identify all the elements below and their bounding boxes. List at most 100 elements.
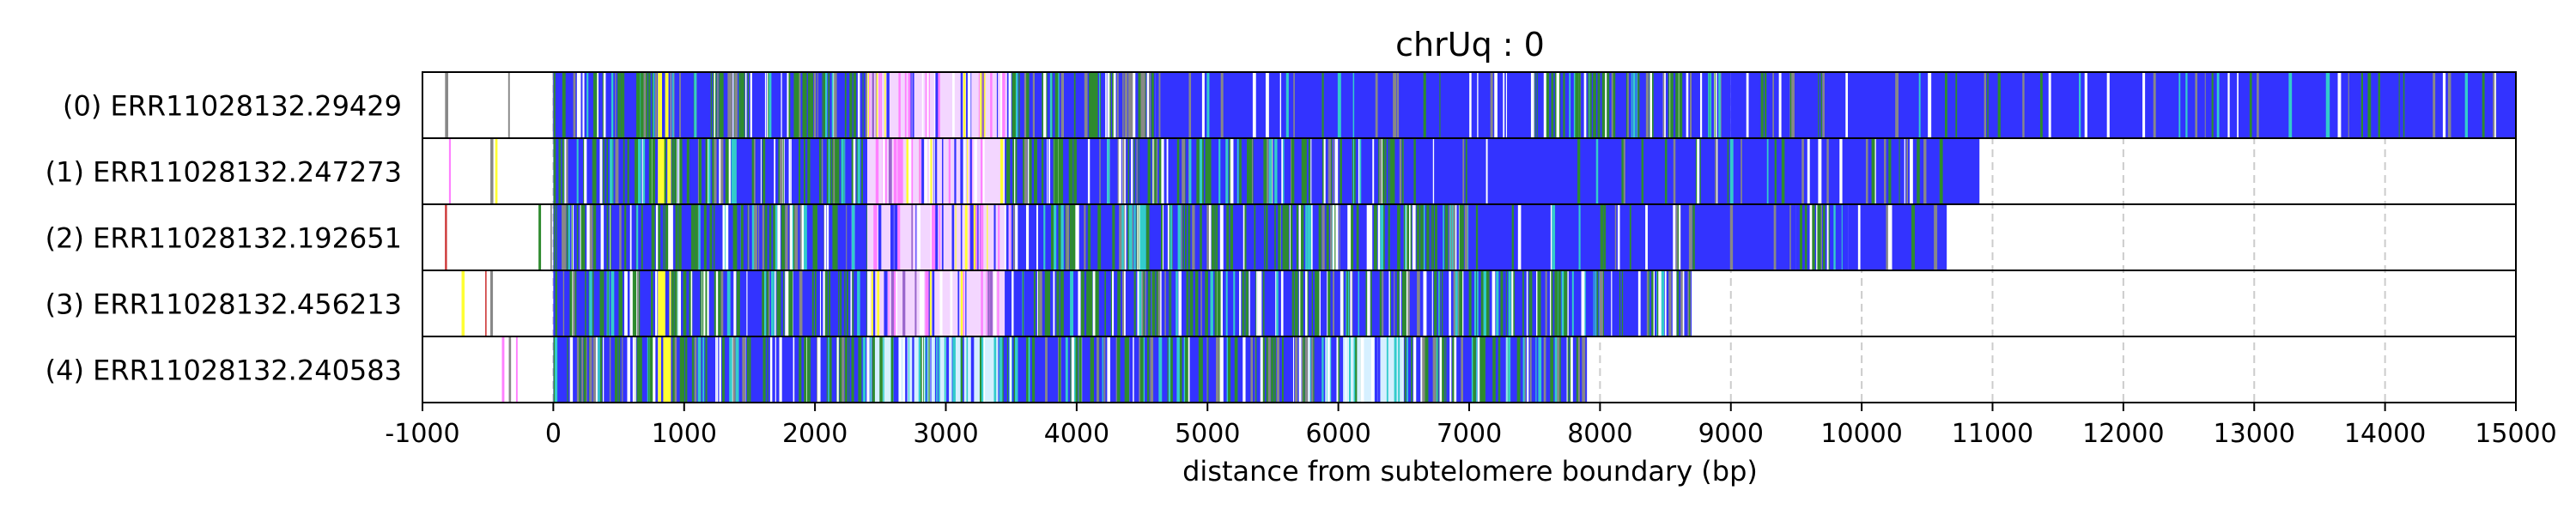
motif-stripe bbox=[954, 138, 957, 204]
motif-stripe bbox=[735, 336, 739, 403]
motif-stripe bbox=[1207, 336, 1209, 403]
motif-stripe bbox=[856, 138, 858, 204]
motif-stripe bbox=[1301, 138, 1305, 204]
motif-stripe bbox=[769, 204, 772, 270]
motif-stripe bbox=[1045, 336, 1048, 403]
motif-stripe bbox=[2464, 72, 2469, 138]
motif-stripe bbox=[1677, 72, 1680, 138]
motif-stripe bbox=[1388, 138, 1390, 204]
motif-stripe bbox=[1818, 138, 1822, 204]
motif-stripe bbox=[1536, 72, 1538, 138]
motif-stripe bbox=[495, 138, 498, 204]
motif-stripe bbox=[1485, 138, 1488, 204]
motif-stripe bbox=[586, 336, 587, 403]
motif-stripe bbox=[1266, 336, 1269, 403]
motif-stripe bbox=[1295, 336, 1298, 403]
motif-stripe bbox=[1140, 72, 1145, 138]
motif-stripe bbox=[934, 336, 937, 403]
motif-stripe bbox=[1070, 270, 1073, 336]
motif-stripe bbox=[1432, 204, 1435, 270]
motif-stripe bbox=[694, 72, 697, 138]
motif-stripe bbox=[1196, 138, 1200, 204]
motif-stripe bbox=[1773, 204, 1777, 270]
motif-stripe bbox=[1393, 72, 1395, 138]
motif-stripe bbox=[872, 72, 875, 138]
motif-stripe bbox=[844, 138, 846, 204]
motif-stripe bbox=[599, 270, 602, 336]
motif-stripe bbox=[1092, 72, 1096, 138]
motif-stripe bbox=[568, 204, 570, 270]
x-tick-label: 10000 bbox=[1820, 419, 1902, 449]
motif-stripe bbox=[1617, 204, 1620, 270]
motif-stripe bbox=[1475, 270, 1477, 336]
motif-stripe bbox=[814, 270, 817, 336]
motif-stripe bbox=[955, 204, 957, 270]
motif-stripe bbox=[888, 138, 892, 204]
motif-stripe bbox=[1453, 204, 1455, 270]
motif-stripe bbox=[912, 336, 914, 403]
motif-stripe bbox=[1508, 336, 1511, 403]
motif-stripe bbox=[1041, 138, 1044, 204]
motif-stripe bbox=[1561, 270, 1565, 336]
track-segment bbox=[1534, 72, 1731, 138]
motif-stripe bbox=[650, 270, 653, 336]
motif-stripe bbox=[1015, 204, 1018, 270]
motif-stripe bbox=[1255, 336, 1256, 403]
motif-stripe bbox=[722, 336, 725, 403]
motif-stripe bbox=[1442, 270, 1443, 336]
motif-stripe bbox=[775, 204, 778, 270]
motif-stripe bbox=[1192, 204, 1195, 270]
motif-stripe bbox=[1501, 270, 1503, 336]
motif-stripe bbox=[635, 138, 639, 204]
motif-stripe bbox=[2178, 72, 2181, 138]
motif-stripe bbox=[1071, 336, 1074, 403]
motif-stripe bbox=[1696, 138, 1700, 204]
motif-stripe bbox=[829, 336, 832, 403]
motif-stripe bbox=[1185, 336, 1188, 403]
motif-stripe bbox=[1274, 138, 1278, 204]
motif-stripe bbox=[1382, 270, 1384, 336]
motif-stripe bbox=[1242, 204, 1245, 270]
motif-stripe bbox=[1029, 138, 1032, 204]
motif-stripe bbox=[1300, 204, 1304, 270]
motif-stripe bbox=[1406, 204, 1409, 270]
motif-stripe bbox=[1564, 270, 1568, 336]
motif-stripe bbox=[1805, 204, 1807, 270]
motif-stripe bbox=[1675, 204, 1679, 270]
motif-stripe bbox=[939, 204, 941, 270]
motif-stripe bbox=[1291, 270, 1295, 336]
motif-stripe bbox=[1424, 336, 1428, 403]
track-segment bbox=[867, 270, 1005, 336]
motif-stripe bbox=[1614, 204, 1617, 270]
motif-stripe bbox=[897, 138, 901, 204]
motif-stripe bbox=[490, 270, 494, 336]
motif-stripe bbox=[1621, 270, 1624, 336]
motif-stripe bbox=[1327, 138, 1331, 204]
motif-stripe bbox=[719, 72, 721, 138]
motif-stripe bbox=[1826, 204, 1829, 270]
x-tick-label: 5000 bbox=[1175, 419, 1240, 449]
motif-stripe bbox=[875, 138, 879, 204]
motif-stripe bbox=[1251, 138, 1254, 204]
motif-stripe bbox=[981, 138, 985, 204]
track-segment bbox=[867, 336, 999, 403]
motif-stripe bbox=[725, 138, 729, 204]
motif-stripe bbox=[1686, 72, 1689, 138]
motif-stripe bbox=[996, 72, 999, 138]
motif-stripe bbox=[1715, 138, 1718, 204]
motif-stripe bbox=[877, 270, 880, 336]
motif-stripe bbox=[929, 270, 932, 336]
motif-stripe bbox=[2022, 72, 2025, 138]
motif-stripe bbox=[1809, 204, 1813, 270]
motif-stripe bbox=[1534, 72, 1536, 138]
motif-stripe bbox=[719, 138, 721, 204]
motif-stripe bbox=[733, 270, 736, 336]
motif-stripe bbox=[651, 336, 653, 403]
motif-stripe bbox=[906, 138, 909, 204]
motif-stripe bbox=[671, 270, 674, 336]
motif-stripe bbox=[804, 336, 807, 403]
motif-stripe bbox=[781, 204, 785, 270]
motif-stripe bbox=[719, 336, 721, 403]
motif-stripe bbox=[1613, 72, 1615, 138]
motif-stripe bbox=[1401, 138, 1404, 204]
